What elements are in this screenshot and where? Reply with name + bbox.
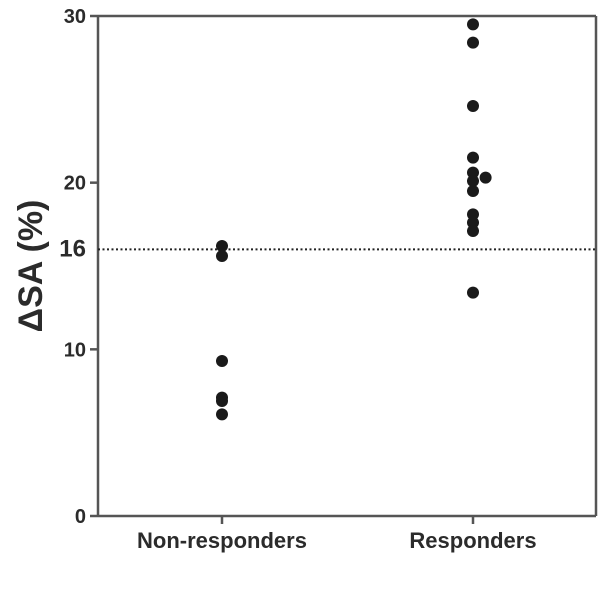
- data-point: [467, 18, 479, 31]
- data-points: [216, 18, 492, 421]
- data-point: [216, 395, 228, 407]
- axes: [96, 14, 598, 518]
- data-point: [216, 355, 228, 367]
- data-point: [467, 166, 479, 179]
- y-tick-label: 30: [64, 6, 86, 28]
- data-point: [467, 175, 479, 187]
- x-tick-label: Responders: [409, 528, 536, 553]
- x-tick-label: Non-responders: [137, 528, 307, 553]
- y-axis-title: ΔSA (%): [12, 200, 50, 333]
- data-point: [467, 36, 479, 49]
- data-point: [216, 240, 228, 252]
- x-ticks: Non-responders Responders: [137, 516, 537, 553]
- data-point: [216, 250, 228, 262]
- data-point: [479, 171, 492, 184]
- data-point: [467, 208, 479, 221]
- y-tick-label: 10: [64, 339, 86, 361]
- y-ticks: 0 10 16 20 30: [59, 6, 98, 528]
- data-point: [467, 216, 479, 229]
- data-point: [467, 225, 479, 237]
- y-tick-label: 20: [64, 173, 86, 195]
- data-point: [467, 286, 479, 299]
- y-tick-label: 0: [75, 506, 86, 528]
- data-point: [467, 185, 479, 197]
- y-tick-label: 16: [59, 235, 86, 262]
- data-point: [216, 408, 228, 421]
- data-point: [467, 100, 479, 112]
- data-point: [467, 151, 479, 164]
